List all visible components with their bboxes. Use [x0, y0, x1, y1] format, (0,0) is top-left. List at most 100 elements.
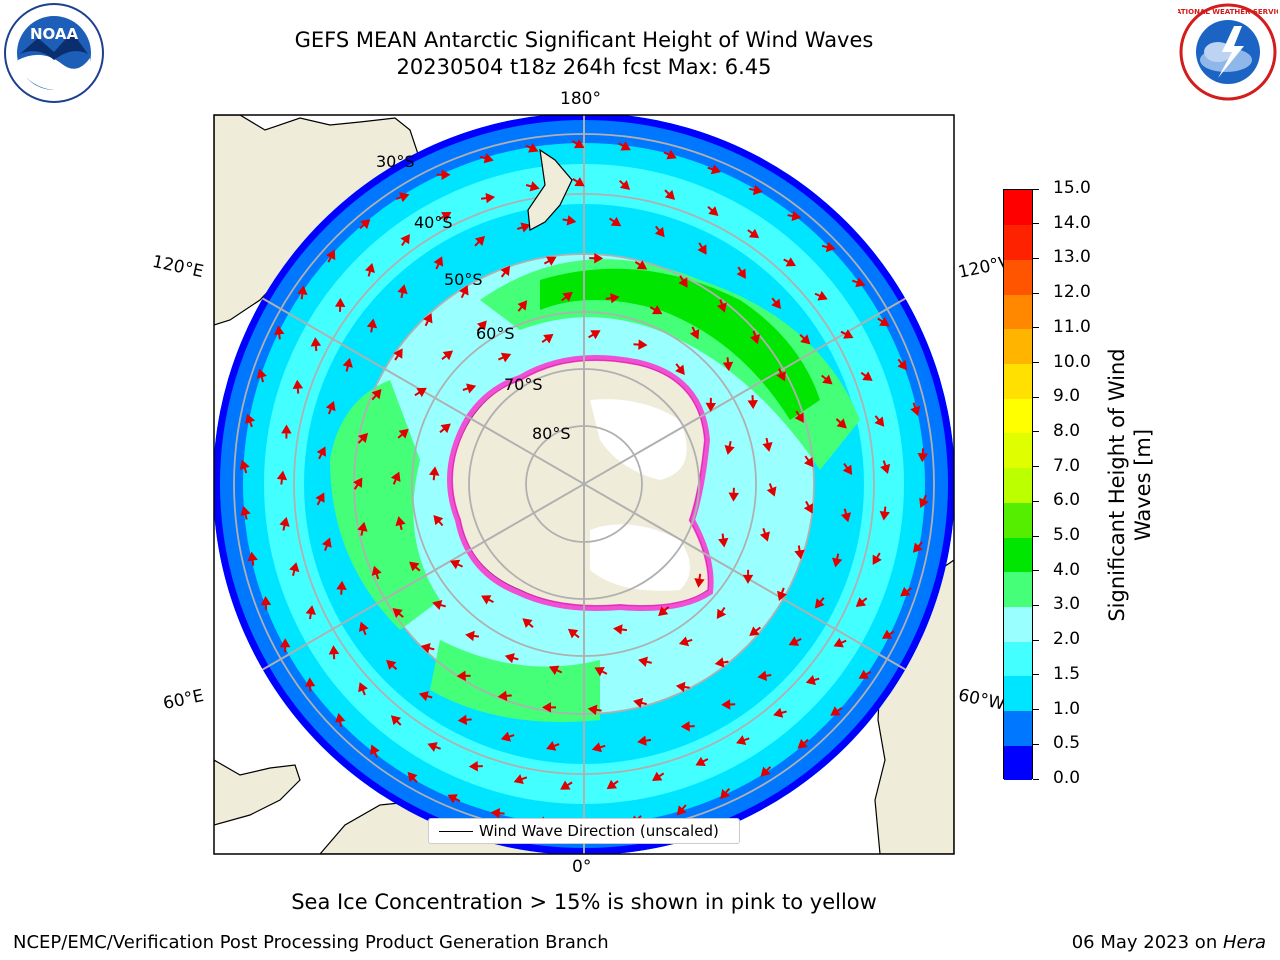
wind-wave-arrow [400, 233, 410, 246]
colorbar-tick [1033, 188, 1039, 190]
lon-label-0: 0° [572, 857, 592, 877]
wind-wave-arrow [777, 587, 787, 601]
wind-wave-arrow [633, 697, 647, 709]
wind-wave-arrow [364, 262, 376, 277]
wind-wave-arrow [637, 735, 652, 746]
wind-wave-arrow [680, 721, 695, 732]
colorbar-segment [1004, 328, 1032, 365]
lat-label-70s: 70°S [504, 375, 543, 394]
wind-wave-arrow [316, 446, 326, 460]
colorbar-tick [1033, 431, 1039, 433]
wind-wave-arrow [407, 771, 418, 783]
wind-wave-arrow [289, 562, 300, 576]
wind-wave-arrow [799, 333, 811, 345]
wind-wave-arrow [504, 653, 519, 664]
wind-wave-arrow [649, 305, 663, 315]
wind-wave-arrow [587, 704, 602, 716]
wind-wave-arrow [335, 712, 346, 727]
wind-wave-arrow [724, 440, 735, 455]
wind-wave-arrow [605, 293, 620, 304]
sea-ice-caption: Sea Ice Concentration > 15% is shown in … [291, 890, 877, 914]
colorbar-tick [1033, 604, 1039, 606]
wind-wave-arrow [414, 387, 427, 398]
wind-wave-arrow [525, 143, 539, 153]
wind-wave-arrow [567, 628, 580, 639]
colorbar-tick-label: 13.0 [1053, 247, 1091, 268]
wind-wave-arrow [736, 266, 746, 279]
colorbar-segment [1004, 571, 1032, 607]
wind-wave-arrow [788, 636, 802, 646]
colorbar-tick-label: 8.0 [1053, 420, 1081, 441]
wind-wave-arrow [297, 285, 308, 300]
wind-wave-arrow [468, 761, 483, 772]
wind-wave-arrow [279, 638, 291, 653]
wind-wave-arrow [432, 600, 446, 611]
wind-wave-arrow [860, 371, 873, 381]
wind-wave-arrow [797, 738, 809, 749]
wind-wave-arrow [707, 164, 721, 175]
wind-wave-arrow [912, 541, 923, 553]
wind-wave-arrow [897, 358, 908, 371]
wind-wave-arrow [634, 260, 648, 270]
colorbar-tick [1033, 362, 1039, 364]
wind-wave-arrow [239, 459, 250, 474]
colorbar-tick-label: 5.0 [1053, 525, 1081, 546]
wind-wave-arrow [728, 487, 739, 502]
footer-date: 06 May 2023 on Hera [1072, 932, 1266, 953]
colorbar-tick-label: 9.0 [1053, 386, 1081, 407]
colorbar-tick-label: 15.0 [1053, 178, 1091, 198]
wind-wave-arrow [497, 690, 512, 702]
wind-wave-arrow [787, 210, 802, 222]
wind-wave-arrow [525, 181, 540, 192]
lon-label-180: 180° [560, 89, 601, 109]
wind-wave-arrow [633, 339, 648, 350]
wind-wave-arrows [239, 139, 929, 829]
wind-wave-arrow [321, 537, 332, 551]
colorbar-tick-label: 11.0 [1053, 316, 1091, 337]
wind-wave-arrow [814, 597, 825, 609]
wind-wave-arrow [678, 636, 693, 647]
wind-wave-arrow [874, 415, 885, 427]
footer-machine: Hera [1222, 932, 1266, 953]
wind-wave-arrow [858, 669, 872, 679]
wind-wave-arrow [572, 177, 585, 187]
colorbar-tick-label: 3.0 [1053, 594, 1081, 615]
colorbar-tick [1033, 535, 1039, 537]
wind-wave-arrow [310, 337, 322, 352]
colorbar-tick-label: 0.0 [1053, 768, 1081, 788]
wind-wave-arrow [760, 766, 772, 777]
wind-wave-arrow [279, 516, 290, 531]
wind-wave-arrow [457, 714, 472, 726]
wind-wave-arrow [658, 606, 670, 617]
wind-wave-arrow [675, 363, 685, 375]
meridian-line [219, 483, 585, 695]
wind-wave-arrow [814, 290, 828, 301]
wind-wave-arrow [750, 330, 761, 345]
colorbar-segment [1004, 467, 1032, 503]
colorbar-tick [1033, 500, 1039, 502]
colorbar-tick [1033, 396, 1039, 398]
colorbar-tick [1033, 466, 1039, 468]
wind-wave-arrow [759, 527, 770, 542]
colorbar-tick [1033, 778, 1039, 780]
wind-wave-arrow [872, 552, 882, 566]
colorbar-tick [1033, 570, 1039, 572]
colorbar-tick-label: 10.0 [1053, 351, 1091, 372]
colorbar-tick-label: 12.0 [1053, 282, 1091, 303]
colorbar-tick [1033, 709, 1039, 711]
wind-wave-arrow [325, 400, 336, 415]
wind-wave-arrow [292, 379, 304, 394]
wind-wave-arrow [390, 715, 402, 726]
wind-wave-arrow [549, 665, 563, 676]
wind-wave-arrow [371, 565, 382, 580]
wind-wave-arrow [613, 624, 628, 635]
lat-label-50s: 50°S [444, 270, 483, 289]
wind-wave-arrow [366, 318, 378, 333]
colorbar-tick-label: 2.0 [1053, 629, 1081, 650]
wind-wave-arrow [260, 596, 272, 611]
wind-wave-arrow [247, 551, 258, 566]
wind-wave-arrow [835, 418, 847, 429]
colorbar-tick-label: 0.5 [1053, 733, 1081, 754]
colorbar-tick-label: 7.0 [1053, 455, 1081, 476]
